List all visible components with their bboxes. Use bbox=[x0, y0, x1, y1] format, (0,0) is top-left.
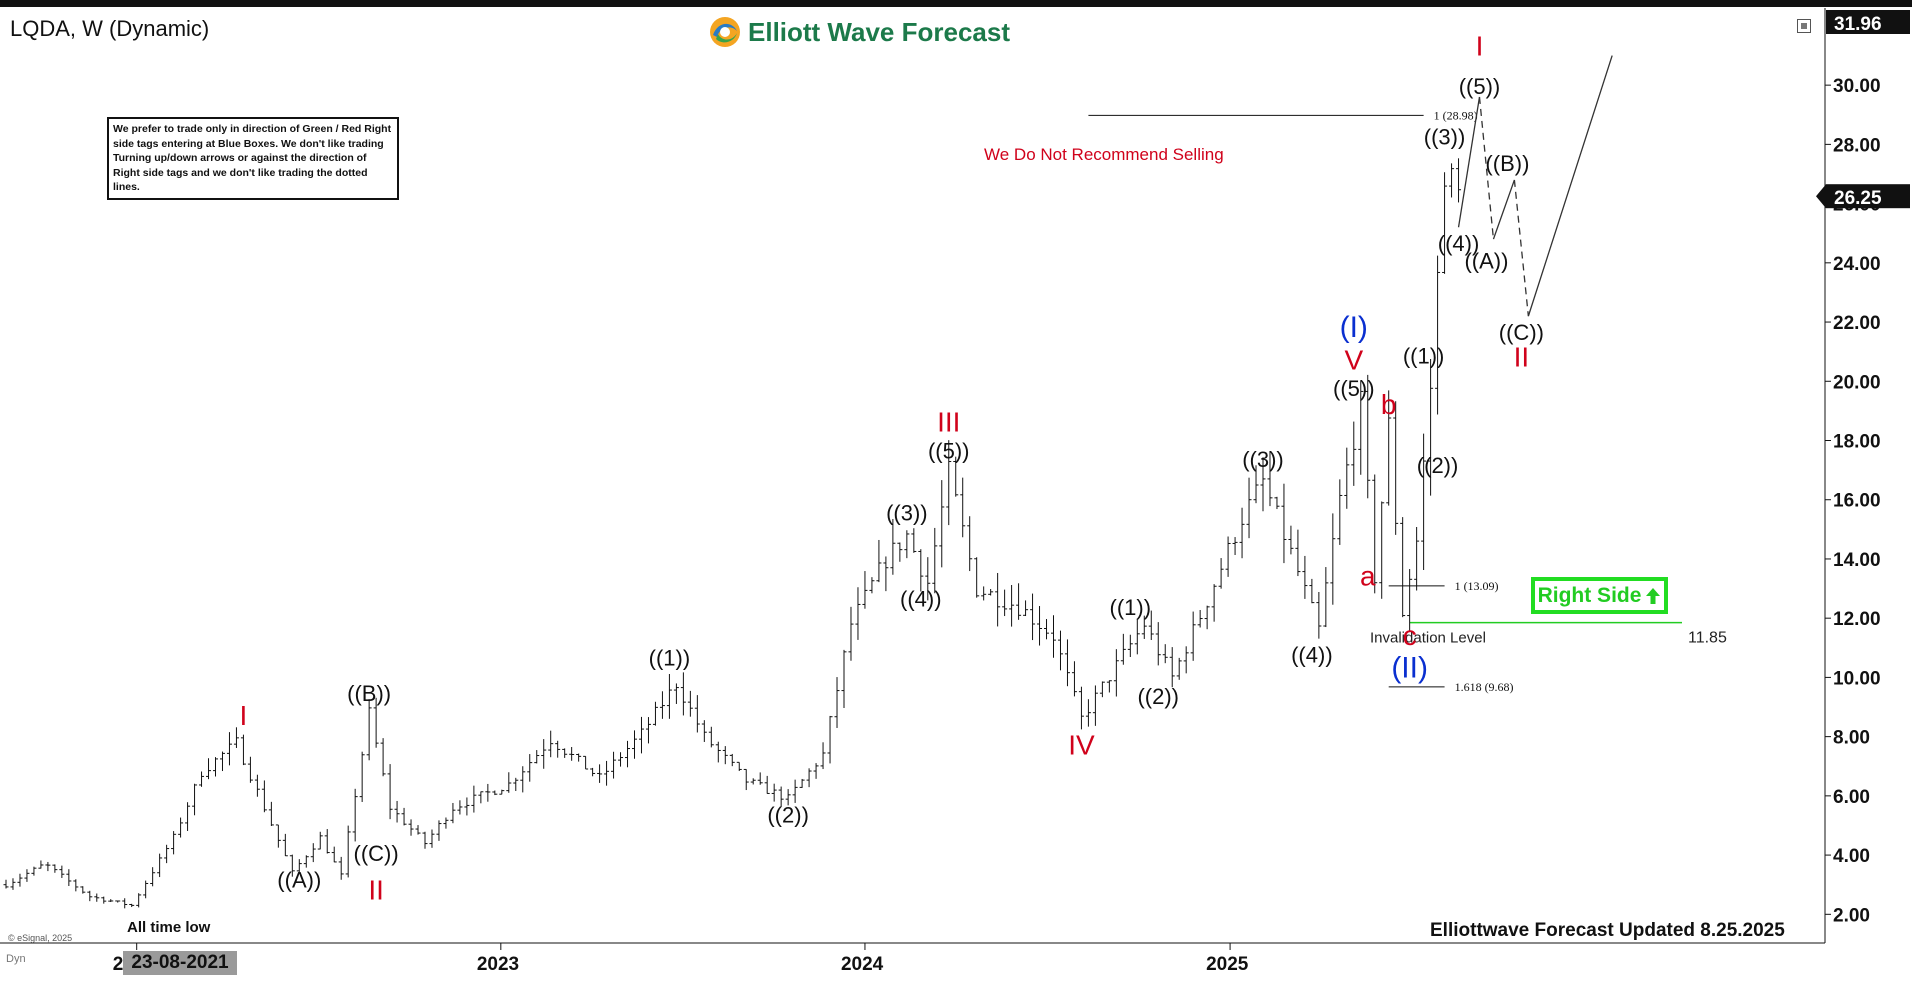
projection-segment bbox=[1513, 179, 1530, 317]
wave-label: (I) bbox=[1340, 311, 1368, 344]
high-price-label: 31.96 bbox=[1834, 14, 1882, 35]
wave-label: ((2)) bbox=[1417, 453, 1459, 478]
projection-segment bbox=[1457, 96, 1481, 228]
projection-segment bbox=[1492, 179, 1516, 240]
wave-label: ((1)) bbox=[649, 646, 691, 671]
x-tick-label: 2025 bbox=[1206, 954, 1249, 975]
wave-label: II bbox=[368, 875, 384, 906]
wave-label: ((A)) bbox=[1464, 249, 1508, 274]
update-note: Elliottwave Forecast Updated 8.25.2025 bbox=[1430, 920, 1785, 941]
wave-label: ((C)) bbox=[354, 841, 399, 866]
wave-label: ((2)) bbox=[1137, 684, 1179, 709]
y-tick-label: 24.00 bbox=[1833, 254, 1881, 275]
y-tick-label: 28.00 bbox=[1833, 135, 1881, 156]
last-price-tag bbox=[1826, 184, 1910, 209]
trading-notice: We prefer to trade only in direction of … bbox=[107, 117, 399, 200]
all-time-low-label: All time low bbox=[127, 919, 211, 936]
wave-label: ((5)) bbox=[1459, 74, 1501, 99]
wave-label: V bbox=[1344, 344, 1363, 375]
y-tick-label: 18.00 bbox=[1833, 432, 1881, 453]
wave-label: ((3)) bbox=[886, 500, 928, 525]
recommendation-text: We Do Not Recommend Selling bbox=[984, 145, 1224, 164]
wave-label: ((3)) bbox=[1242, 447, 1284, 472]
y-tick-label: 2.00 bbox=[1833, 905, 1870, 926]
wave-label: ((5)) bbox=[928, 438, 970, 463]
wave-label: ((2)) bbox=[767, 803, 809, 828]
y-tick-label: 10.00 bbox=[1833, 668, 1881, 689]
wave-label: I bbox=[240, 700, 248, 731]
wave-label: ((B)) bbox=[347, 681, 391, 706]
wave-label: c bbox=[1403, 620, 1417, 651]
wave-label: III bbox=[937, 407, 960, 438]
wave-label: ((1)) bbox=[1403, 344, 1445, 369]
x-tick-label: 2024 bbox=[841, 954, 884, 975]
y-tick-label: 20.00 bbox=[1833, 372, 1881, 393]
fib-level-label: 1 (28.98) bbox=[1434, 108, 1478, 122]
right-side-tag: Right Side bbox=[1531, 577, 1668, 614]
symbol-title: LQDA, W (Dynamic) bbox=[10, 16, 210, 41]
ohlc-bars bbox=[3, 158, 1462, 909]
wave-label: IV bbox=[1068, 729, 1095, 760]
wave-label: ((5)) bbox=[1333, 376, 1375, 401]
wave-label: II bbox=[1514, 341, 1530, 372]
x-tick-label: 2023 bbox=[477, 954, 519, 975]
wave-label: b bbox=[1381, 389, 1397, 420]
wave-label: (II) bbox=[1391, 651, 1428, 684]
y-tick-label: 4.00 bbox=[1833, 846, 1870, 867]
brand-logo: Elliott Wave Forecast bbox=[708, 14, 1010, 50]
cursor-date-badge: 23-08-2021 bbox=[123, 951, 237, 975]
y-tick-label: 16.00 bbox=[1833, 491, 1881, 512]
wave-label: ((1)) bbox=[1110, 595, 1152, 620]
y-tick-label: 6.00 bbox=[1833, 787, 1870, 808]
dyn-label: Dyn bbox=[6, 953, 26, 965]
y-tick-label: 22.00 bbox=[1833, 313, 1881, 334]
wave-label: ((4)) bbox=[1291, 643, 1333, 668]
wave-projection bbox=[1457, 55, 1613, 317]
chart-settings-icon[interactable] bbox=[1797, 19, 1811, 33]
fib-level-label: 1.618 (9.68) bbox=[1455, 680, 1514, 694]
last-price-label: 26.25 bbox=[1834, 188, 1882, 209]
projection-segment bbox=[1527, 55, 1613, 317]
y-tick-label: 14.00 bbox=[1833, 550, 1881, 571]
y-tick-label: 12.00 bbox=[1833, 609, 1881, 630]
invalidation-label: Invalidation Level bbox=[1370, 630, 1486, 647]
right-side-label: Right Side bbox=[1537, 583, 1642, 607]
copyright: © eSignal, 2025 bbox=[8, 933, 73, 943]
wave-label: a bbox=[1360, 561, 1376, 592]
high-price-tag bbox=[1826, 10, 1910, 34]
y-tick-label: 8.00 bbox=[1833, 728, 1870, 749]
wave-label: ((C)) bbox=[1499, 320, 1544, 345]
wave-label: ((B)) bbox=[1485, 151, 1529, 176]
logo-icon bbox=[710, 17, 740, 47]
wave-label: ((A)) bbox=[277, 868, 321, 893]
wave-label: ((4)) bbox=[900, 586, 942, 611]
wave-label: ((4)) bbox=[1438, 231, 1480, 256]
last-price-pointer bbox=[1816, 184, 1826, 209]
wave-label: I bbox=[1476, 31, 1484, 62]
y-tick-label: 30.00 bbox=[1833, 76, 1881, 97]
invalidation-value: 11.85 bbox=[1688, 630, 1727, 647]
up-arrow-icon bbox=[1646, 587, 1661, 604]
fib-level-label: 1 (13.09) bbox=[1455, 579, 1499, 593]
fib-levels: 1 (28.98) 1 (13.09) 1.618 (9.68) Invalidati… bbox=[1088, 108, 1727, 694]
top-border bbox=[0, 0, 1912, 7]
wave-labels: ((A))I((B))((C))II((1))((2))((3))((4))((… bbox=[240, 31, 1544, 906]
brand-name: Elliott Wave Forecast bbox=[748, 16, 1010, 47]
wave-label: ((3)) bbox=[1424, 124, 1466, 149]
